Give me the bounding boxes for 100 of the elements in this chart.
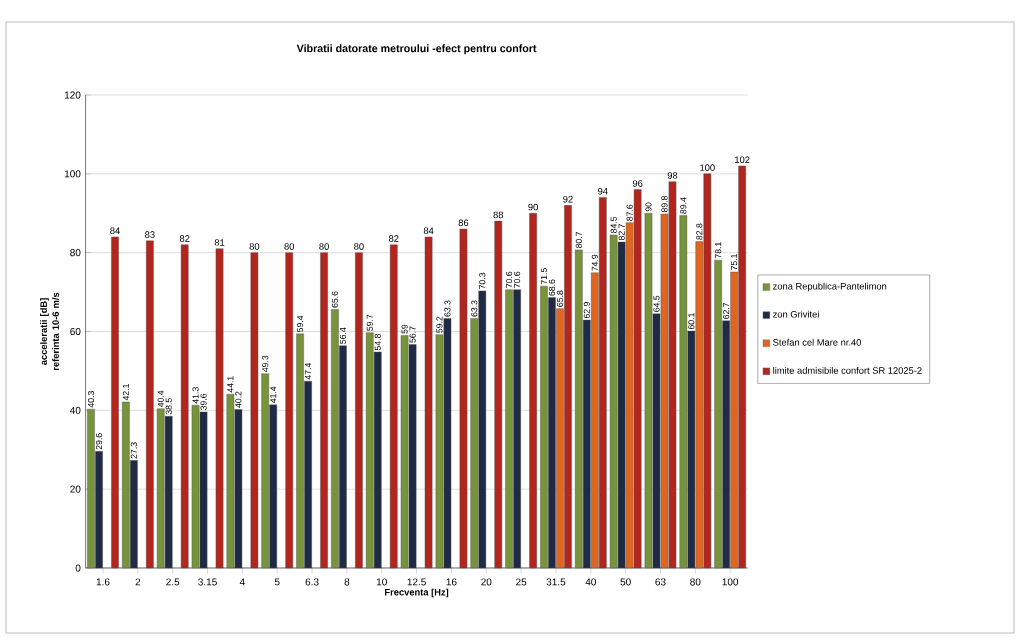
data-label: 38.5 [165, 398, 172, 415]
data-label: 82 [179, 235, 190, 242]
x-tick-label: 6.3 [305, 578, 319, 586]
bar [180, 244, 189, 569]
data-label: 40.4 [157, 390, 164, 407]
data-label: 56.7 [409, 326, 416, 343]
data-label: 39.6 [200, 393, 207, 411]
data-label: 42.1 [122, 384, 129, 401]
data-label: 84 [110, 227, 120, 235]
data-label: 60.1 [688, 313, 695, 330]
bar [355, 252, 363, 569]
data-label: 63.3 [471, 300, 478, 317]
y-tick-label: 100 [64, 170, 81, 178]
data-label: 70.6 [514, 271, 521, 288]
bar [111, 236, 119, 569]
y-tick-label: 40 [69, 406, 81, 414]
x-tick-label: 50 [620, 578, 631, 586]
x-tick-label: 63 [655, 578, 666, 586]
data-label: 54.8 [374, 333, 381, 351]
chart-title: Vibratii datorate metroului -efect pentru confort [296, 44, 537, 55]
data-label: 100 [700, 164, 715, 171]
data-label: 29.6 [95, 433, 103, 450]
x-tick-label: 5 [274, 578, 280, 586]
data-label: 56.4 [339, 327, 346, 344]
x-axis-title: Frecventa [Hz] [385, 588, 449, 598]
legend-label: zon Grivitei [773, 310, 819, 318]
bar [424, 236, 433, 569]
data-label: 59 [401, 324, 408, 334]
bar [146, 240, 154, 569]
data-label: 86 [458, 219, 469, 227]
data-label: 84.5 [610, 216, 617, 234]
y-axis-title: acceleratii [dB] referinta 10-6 m/s [40, 292, 60, 371]
data-label: 27.3 [130, 442, 137, 459]
data-label: 87.6 [626, 204, 633, 221]
data-label: 88 [493, 211, 504, 219]
data-label: 89.8 [661, 196, 668, 213]
data-label: 49.3 [262, 355, 269, 372]
data-label: 80 [319, 243, 329, 250]
bar [215, 248, 224, 569]
data-label: 96 [632, 180, 643, 187]
data-label: 59.4 [297, 315, 304, 332]
bar [320, 252, 328, 569]
x-tick-label: 40 [585, 578, 596, 586]
data-label: 63.3 [444, 300, 451, 317]
data-label: 40.2 [235, 391, 242, 408]
x-tick-label: 16 [446, 578, 457, 586]
bar [389, 244, 398, 569]
x-tick-label: 3.15 [198, 578, 217, 586]
data-label: 89.4 [680, 197, 687, 214]
y-tick-label: 0 [75, 564, 81, 572]
data-label: 65.8 [556, 290, 564, 307]
y-tick-label: 80 [70, 249, 81, 257]
x-tick-label: 20 [481, 578, 492, 586]
data-label: 68.6 [548, 279, 556, 296]
x-tick-label: 25 [516, 578, 527, 586]
legend-label: Stefan cel Mare nr.40 [773, 338, 862, 346]
data-label: 98 [667, 172, 678, 179]
data-label: 64.5 [653, 295, 660, 312]
data-label: 92 [563, 195, 573, 203]
y-tick-label: 60 [70, 327, 81, 336]
x-tick-label: 12.5 [407, 578, 426, 586]
data-label: 59.2 [436, 316, 443, 333]
bar [285, 252, 294, 569]
x-tick-label: 4 [239, 578, 245, 586]
data-label: 59.7 [366, 314, 373, 331]
x-tick-label: 2 [135, 578, 141, 586]
data-label: 78.1 [715, 242, 722, 259]
data-label: 83 [145, 231, 155, 238]
y-tick-label: 120 [64, 91, 81, 99]
data-label: 90 [645, 202, 652, 212]
data-label: 80 [249, 243, 260, 250]
data-label: 62.9 [583, 302, 590, 319]
legend-label: zona Republica-Pantelimon [773, 282, 887, 292]
bar [250, 252, 259, 569]
data-label: 74.9 [591, 254, 598, 271]
data-label: 84 [423, 227, 434, 235]
data-label: 41.3 [192, 387, 199, 404]
data-label: 80.7 [575, 231, 582, 248]
data-label: 81 [214, 239, 225, 246]
data-label: 70.3 [479, 272, 486, 289]
data-label: 82.8 [696, 223, 703, 240]
x-tick-label: 31.5 [546, 578, 566, 586]
data-label: 82 [388, 235, 399, 242]
data-label: 90 [528, 203, 538, 211]
data-label: 80 [354, 243, 364, 250]
x-tick-label: 8 [344, 578, 350, 586]
bar [494, 220, 503, 569]
x-tick-label: 80 [690, 578, 701, 586]
legend-label: limite admisibile confort SR 12025-2 [773, 366, 922, 374]
data-label: 62.7 [723, 302, 730, 319]
data-label: 71.5 [540, 268, 547, 285]
data-label: 80 [284, 243, 295, 250]
data-label: 65.6 [331, 291, 338, 308]
data-label: 82.7 [618, 224, 625, 241]
data-label: 47.4 [305, 363, 312, 380]
bar [459, 228, 468, 569]
x-tick-label: 100 [722, 578, 739, 586]
y-tick-label: 20 [70, 485, 81, 493]
x-tick-label: 1.6 [96, 578, 110, 586]
data-label: 41.4 [270, 386, 277, 404]
